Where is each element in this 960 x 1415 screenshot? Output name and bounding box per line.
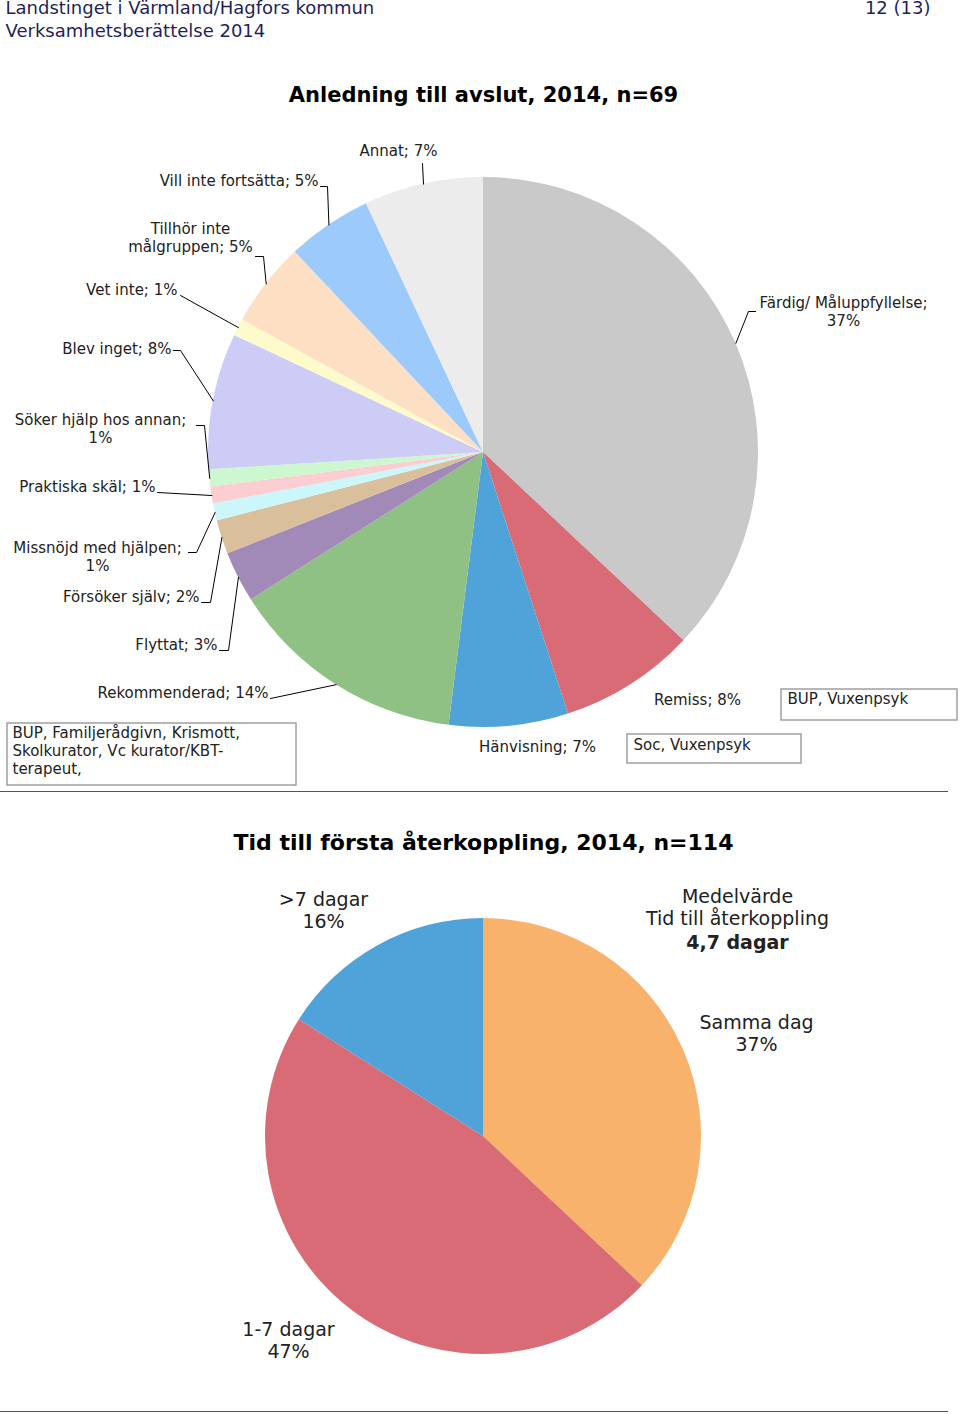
svg-text:Tillhör intemålgruppen; 5%: Tillhör intemålgruppen; 5% (128, 220, 253, 256)
svg-text:12 (13): 12 (13) (865, 0, 931, 18)
svg-text:Anledning till avslut, 2014, n: Anledning till avslut, 2014, n=69 (289, 83, 678, 107)
svg-text:Tid till första återkoppling,: Tid till första återkoppling, 2014, n=11… (234, 830, 734, 855)
svg-text:Färdig/ Måluppfyllelse;37%: Färdig/ Måluppfyllelse;37% (760, 294, 928, 330)
svg-text:Flyttat; 3%: Flyttat; 3% (135, 636, 217, 654)
svg-text:Praktiska skäl; 1%: Praktiska skäl; 1% (19, 478, 155, 496)
svg-text:Blev inget; 8%: Blev inget; 8% (62, 340, 171, 358)
svg-text:Försöker själv; 2%: Försöker själv; 2% (63, 588, 200, 606)
svg-text:BUP, Vuxenpsyk: BUP, Vuxenpsyk (788, 690, 909, 708)
svg-text:Remiss; 8%: Remiss; 8% (654, 691, 741, 709)
svg-text:MedelvärdeTid till återkopplin: MedelvärdeTid till återkoppling (645, 885, 829, 930)
svg-text:Soc, Vuxenpsyk: Soc, Vuxenpsyk (634, 736, 752, 754)
svg-text:>7 dagar16%: >7 dagar16% (279, 888, 368, 933)
svg-text:Hänvisning; 7%: Hänvisning; 7% (479, 738, 596, 756)
svg-text:Landstinget i Värmland/Hagfors: Landstinget i Värmland/Hagfors kommun (6, 0, 375, 18)
svg-text:Vet inte; 1%: Vet inte; 1% (86, 281, 177, 299)
svg-text:4,7 dagar: 4,7 dagar (686, 931, 789, 953)
svg-text:Annat; 7%: Annat; 7% (360, 142, 438, 160)
svg-text:Söker hjälp hos annan;1%: Söker hjälp hos annan;1% (15, 411, 187, 447)
svg-text:Missnöjd med hjälpen;1%: Missnöjd med hjälpen;1% (13, 539, 181, 575)
svg-text:1-7 dagar47%: 1-7 dagar47% (242, 1318, 334, 1363)
svg-text:Rekommenderad; 14%: Rekommenderad; 14% (97, 684, 268, 702)
svg-text:Samma dag37%: Samma dag37% (699, 1011, 813, 1056)
svg-text:BUP, Familjerådgivn, Krismott,: BUP, Familjerådgivn, Krismott,Skolkurato… (13, 724, 240, 778)
svg-text:Verksamhetsberättelse 2014: Verksamhetsberättelse 2014 (6, 20, 266, 41)
svg-text:Vill inte fortsätta; 5%: Vill inte fortsätta; 5% (160, 172, 319, 190)
